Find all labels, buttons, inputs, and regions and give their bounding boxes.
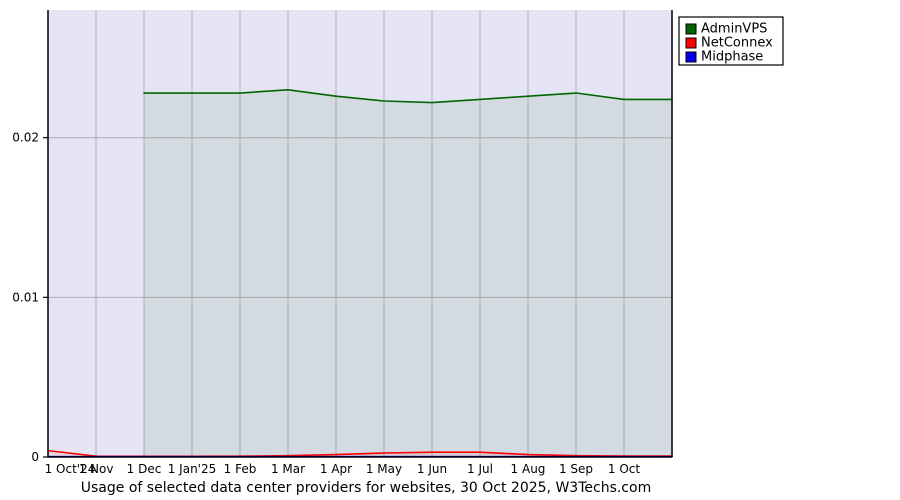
legend-swatch-midphase (685, 51, 697, 63)
plot-area-background (48, 10, 672, 457)
x-tick-label: 1 Apr (320, 462, 352, 476)
x-tick-label: 1 Oct'24 (45, 462, 96, 476)
x-tick-label: 1 Mar (271, 462, 305, 476)
series-area-netconnex (48, 450, 672, 457)
x-tick-label: 1 Jun (417, 462, 447, 476)
x-tick-label: 1 Feb (224, 462, 257, 476)
chart-caption: Usage of selected data center providers … (81, 480, 651, 496)
x-tick-label: 1 Nov (79, 462, 114, 476)
y-axis-ticks: 0 0.01 0.02 (12, 131, 48, 464)
y-tick-label: 0.01 (12, 290, 39, 304)
x-tick-label: 1 Jan'25 (168, 462, 217, 476)
y-gridlines (48, 137, 672, 298)
legend-swatch-netconnex (685, 37, 697, 49)
x-tick-label: 1 May (366, 462, 402, 476)
x-tick-label: 1 Aug (511, 462, 546, 476)
x-tick-label: 1 Jul (467, 462, 493, 476)
x-axis-ticks: 1 Oct'241 Nov 1 Dec 1 Jan'25 1 Feb 1 Mar 1 Ap… (45, 462, 641, 476)
y-tick-label: 0.02 (12, 131, 39, 145)
legend-swatch-adminvps (685, 23, 697, 35)
x-tick-label: 1 Oct (608, 462, 640, 476)
legend-label-adminvps: AdminVPS (701, 22, 767, 37)
series-line-adminvps (143, 89, 673, 104)
x-tick-label: 1 Dec (127, 462, 162, 476)
y-tick-label: 0 (31, 450, 39, 464)
legend-label-netconnex: NetConnex (701, 36, 773, 51)
legend-label-midphase: Midphase (701, 50, 763, 65)
x-tick-label: 1 Sep (559, 462, 593, 476)
series-area-adminvps (144, 89, 672, 458)
x-gridlines (95, 10, 625, 457)
